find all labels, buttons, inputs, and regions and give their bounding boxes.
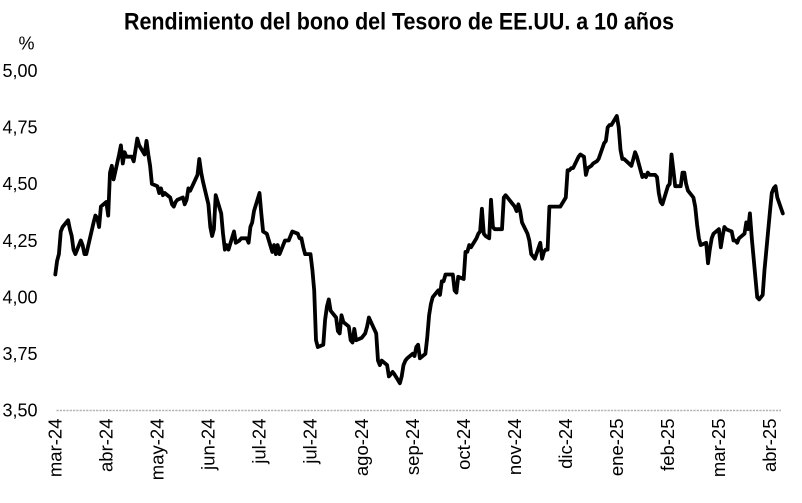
svg-text:4,75: 4,75 [2,118,37,138]
svg-text:sep-24: sep-24 [402,419,423,476]
svg-text:ene-25: ene-25 [606,419,627,477]
svg-text:oct-24: oct-24 [453,419,474,470]
svg-text:feb-25: feb-25 [657,419,678,471]
svg-text:5,00: 5,00 [2,61,37,81]
svg-text:mar-24: mar-24 [45,419,66,478]
svg-text:3,50: 3,50 [2,401,37,421]
svg-text:4,25: 4,25 [2,231,37,251]
svg-text:4,00: 4,00 [2,288,37,308]
svg-text:4,50: 4,50 [2,174,37,194]
svg-text:3,75: 3,75 [2,344,37,364]
svg-text:abr-24: abr-24 [96,419,117,472]
svg-text:%: % [18,33,34,53]
svg-text:mar-25: mar-25 [708,419,729,478]
svg-text:Rendimiento del bono del Tesor: Rendimiento del bono del Tesoro de EE.UU… [124,9,674,36]
svg-text:abr-25: abr-25 [759,419,780,472]
svg-text:jul-24: jul-24 [300,419,321,465]
svg-text:ago-24: ago-24 [351,419,372,477]
svg-text:jun-24: jun-24 [198,419,219,471]
svg-text:nov-24: nov-24 [504,419,525,476]
svg-text:may-24: may-24 [147,419,168,481]
svg-text:jul-24: jul-24 [249,419,270,465]
svg-text:dic-24: dic-24 [555,419,576,469]
